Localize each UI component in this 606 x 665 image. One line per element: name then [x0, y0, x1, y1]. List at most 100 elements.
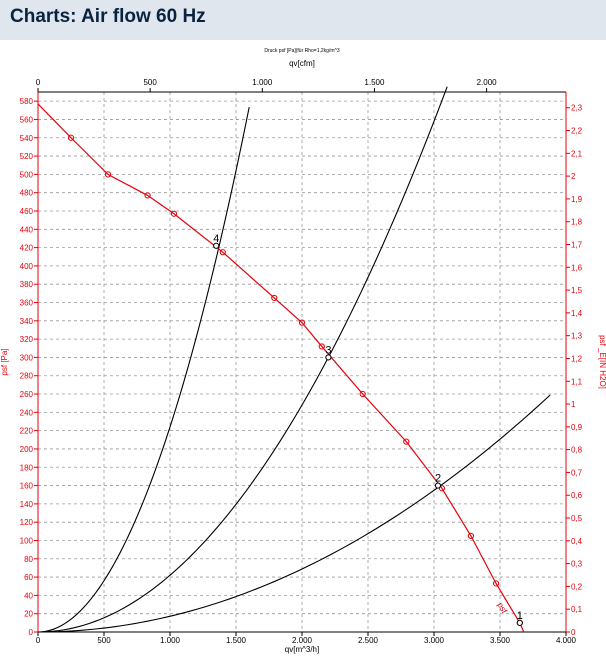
- y-right-tick-label: 0,3: [571, 560, 583, 569]
- fan-curve-marker: [359, 390, 366, 398]
- x-top-tick-label: 0: [36, 78, 41, 87]
- x-bottom-tick-label: 2.500: [358, 636, 379, 645]
- y-left-tick-label: 580: [20, 97, 34, 106]
- y-left-tick-label: 500: [20, 170, 34, 179]
- y-left-tick-label: 120: [20, 518, 34, 527]
- air-flow-chart: Druck psf [Pa](für Rho=1,2kg/m^3 0 500 1.00…: [0, 48, 606, 654]
- y-left-tick-label: 160: [20, 482, 34, 491]
- y-left-tick-label: 380: [20, 280, 34, 289]
- page-header: Charts: Air flow 60 Hz: [0, 0, 606, 40]
- y-right-tick-label: 0,8: [571, 446, 583, 455]
- operating-point-label-2: 2: [435, 473, 441, 485]
- y-right-tick-label: 2,2: [571, 127, 583, 136]
- y-right-tick-label: 0,4: [571, 537, 583, 546]
- operating-point-label-1: 1: [517, 610, 523, 622]
- y-left-tick-label: 80: [24, 555, 33, 564]
- fan-curve: [37, 103, 525, 633]
- x-axis-label: qv[m^3/h]: [285, 645, 319, 654]
- system-curve-1: [37, 394, 551, 633]
- y-right-tick-label: 1,3: [571, 332, 583, 341]
- y-left-tick-label: 200: [20, 445, 34, 454]
- y-left-tick-label: 140: [20, 500, 34, 509]
- fan-curve-marker: [219, 249, 226, 256]
- x-top-tick-label: 2.000: [477, 78, 498, 87]
- y-left-tick-label: 460: [20, 207, 34, 216]
- y-left-tick-label: 320: [20, 335, 34, 344]
- x-top-tick-label: 1.000: [252, 78, 273, 87]
- y-right-tick-label: 0: [571, 628, 576, 637]
- y-left-tick-label: 220: [20, 427, 34, 436]
- y-left-tick-label: 420: [20, 244, 34, 253]
- system-curve-3: [37, 107, 250, 633]
- fan-curve-marker: [403, 438, 410, 445]
- y-right-tick-label: 0,1: [571, 605, 583, 614]
- fan-curve-marker: [104, 171, 112, 178]
- y-left-tick-label: 520: [20, 152, 34, 161]
- axes: [34, 88, 570, 636]
- fan-curve-marker: [492, 580, 500, 587]
- y-right-tick-label: 1: [571, 400, 576, 409]
- grid: [38, 92, 566, 632]
- x-top-axis-label: qv[cfm]: [289, 59, 315, 68]
- y-left-tick-label: 280: [20, 372, 34, 381]
- fan-curve-marker: [144, 192, 151, 199]
- y-left-tick-label: 20: [24, 610, 33, 619]
- fan-curve-marker: [271, 294, 278, 302]
- operating-point-3: [325, 354, 332, 361]
- x-bottom-tick-label: 500: [97, 636, 111, 645]
- curves: [37, 86, 551, 633]
- labels: Druck psf [Pa](für Rho=1,2kg/m^3 0 500 1.00…: [0, 48, 606, 654]
- y-left-tick-label: 560: [20, 115, 34, 124]
- y-right-tick-label: 1,1: [571, 377, 583, 386]
- x-bottom-tick-label: 1.000: [160, 636, 181, 645]
- x-bottom-tick-label: 2.000: [292, 636, 313, 645]
- y-right-tick-label: 1,7: [571, 240, 583, 249]
- y-left-tick-label: 300: [20, 353, 34, 362]
- y-right-tick-label: 0,9: [571, 423, 583, 432]
- y-left-tick-label: 260: [20, 390, 34, 399]
- operating-point-label-3: 3: [325, 344, 331, 356]
- page-title: Charts: Air flow 60 Hz: [10, 6, 206, 27]
- y-left-tick-label: 360: [20, 299, 34, 308]
- y-left-tick-label: 540: [20, 134, 34, 143]
- x-bottom-tick-label: 4.000: [556, 636, 577, 645]
- y-right-tick-label: 2,3: [571, 104, 583, 113]
- y-left-tick-label: 60: [24, 573, 33, 582]
- fan-curve-marker: [298, 319, 306, 326]
- y-left-tick-label: 400: [20, 262, 34, 271]
- fan-curve-marker: [318, 343, 325, 350]
- y-right-tick-label: 2,1: [571, 149, 583, 158]
- y-right-tick-label: 1,9: [571, 195, 583, 204]
- fan-curve-marker: [67, 134, 75, 141]
- x-bottom-tick-label: 3.500: [490, 636, 511, 645]
- y-right-tick-label: 0,7: [571, 468, 583, 477]
- y-right-tick-label: 2: [571, 172, 576, 181]
- y-left-tick-label: 340: [20, 317, 34, 326]
- y-left-tick-label: 0: [29, 628, 34, 637]
- fan-curve-marker: [170, 210, 178, 217]
- y-right-tick-label: 1,6: [571, 263, 583, 272]
- fan-curve-marker: [467, 532, 475, 539]
- y-right-tick-label: 0,6: [571, 491, 583, 500]
- y-left-tick-label: 440: [20, 225, 34, 234]
- y-right-tick-label: 1,4: [571, 309, 583, 318]
- operating-point-2: [434, 482, 442, 489]
- y-left-tick-label: 480: [20, 189, 34, 198]
- y-left-axis-label: psf [Pa]: [0, 348, 9, 375]
- operating-point-4: [213, 242, 220, 249]
- chart-title: Druck psf [Pa](für Rho=1,2kg/m^3: [264, 48, 340, 54]
- y-left-tick-label: 40: [24, 591, 33, 600]
- x-bottom-tick-label: 1.500: [226, 636, 247, 645]
- x-top-tick-label: 1.500: [364, 78, 385, 87]
- y-right-tick-label: 1,8: [571, 218, 583, 227]
- y-right-tick-label: 0,5: [571, 514, 583, 523]
- operating-point-label-4: 4: [213, 233, 219, 245]
- x-top-tick-label: 500: [143, 78, 157, 87]
- y-right-tick-label: 1,2: [571, 354, 583, 363]
- system-curve-2: [37, 86, 448, 633]
- y-right-tick-label: 1,5: [571, 286, 583, 295]
- y-right-tick-label: 0,2: [571, 582, 583, 591]
- y-left-tick-label: 100: [20, 536, 34, 545]
- x-bottom-tick-label: 3.000: [424, 636, 445, 645]
- y-left-tick-label: 180: [20, 463, 34, 472]
